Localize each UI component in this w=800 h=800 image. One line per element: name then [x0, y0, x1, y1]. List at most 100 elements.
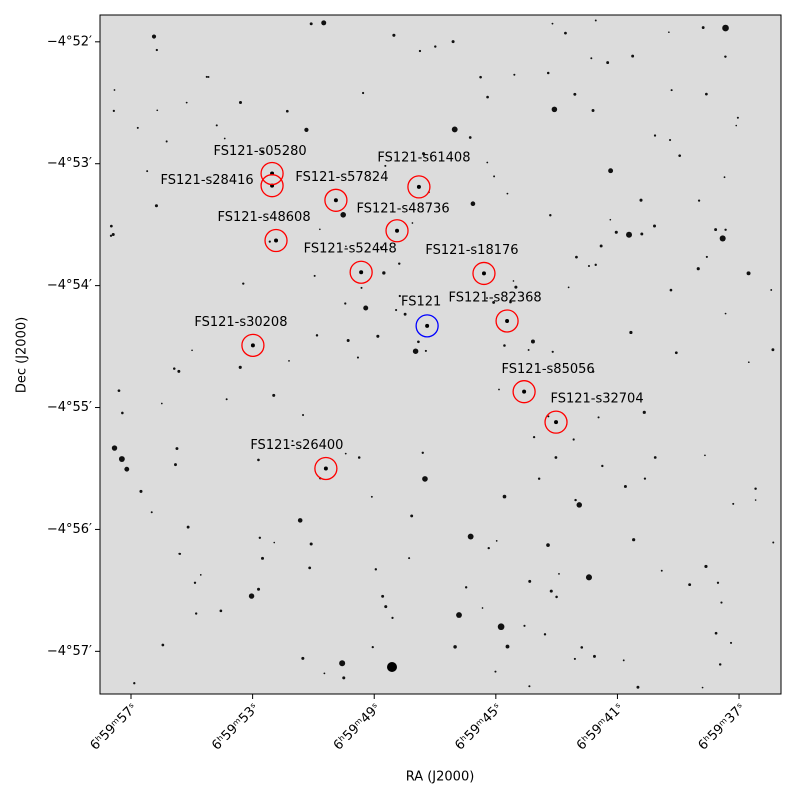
y-tick-label: −4°53′	[47, 156, 92, 171]
x-axis-label: RA (J2000)	[406, 770, 475, 785]
y-tick-label: −4°57′	[47, 644, 92, 659]
star	[456, 612, 462, 618]
star	[346, 339, 350, 342]
star	[464, 586, 468, 589]
star	[696, 267, 700, 271]
star	[716, 581, 720, 584]
sky-image	[100, 15, 781, 694]
star	[345, 245, 347, 248]
source-label: FS121-s05280	[214, 144, 307, 159]
star	[376, 334, 380, 338]
source-label: FS121-s52448	[304, 242, 397, 257]
x-tick-label: 6ʰ59ᵐ57ˢ	[88, 701, 141, 754]
x-tick-label: 6ʰ59ᵐ41ˢ	[574, 701, 627, 754]
star	[191, 349, 193, 352]
star	[424, 349, 427, 352]
star	[225, 398, 228, 401]
star	[121, 411, 124, 415]
star	[199, 574, 202, 576]
star	[382, 271, 386, 275]
star	[139, 489, 143, 493]
source-label: FS121-s57824	[295, 170, 388, 185]
star	[175, 447, 179, 451]
source-marker	[260, 161, 284, 186]
source-label: FS121-s30208	[194, 315, 287, 330]
star	[418, 49, 422, 53]
star	[629, 330, 633, 335]
star	[503, 344, 506, 347]
star	[451, 40, 455, 44]
star	[321, 20, 327, 26]
star	[481, 271, 486, 276]
star	[714, 228, 718, 232]
star	[653, 134, 657, 137]
star	[323, 672, 326, 675]
star-field	[109, 19, 775, 689]
source-marker	[512, 380, 536, 404]
x-tick-label: 6ʰ59ᵐ37ˢ	[696, 701, 749, 754]
star	[585, 574, 593, 581]
star	[580, 646, 584, 649]
star	[587, 264, 591, 268]
y-axis-label: Dec (J2000)	[15, 317, 30, 393]
star	[261, 556, 264, 560]
star	[151, 34, 157, 39]
star	[599, 244, 603, 248]
star	[185, 101, 188, 104]
star	[422, 152, 426, 156]
star	[257, 458, 260, 462]
star	[632, 538, 636, 542]
x-tick-label: 6ʰ59ᵐ45ˢ	[452, 701, 505, 754]
star	[527, 349, 530, 351]
star	[754, 487, 757, 490]
star	[642, 410, 646, 414]
star	[319, 228, 321, 231]
star	[653, 224, 657, 228]
star	[174, 463, 177, 467]
source-marker	[349, 260, 373, 284]
star	[453, 645, 457, 649]
star	[770, 289, 773, 291]
y-tick-label: −4°55′	[47, 400, 92, 415]
star	[558, 573, 560, 575]
star	[506, 192, 509, 195]
star	[285, 109, 289, 113]
star	[492, 300, 496, 304]
star	[156, 109, 159, 112]
star	[242, 282, 245, 285]
star	[572, 438, 575, 441]
star	[398, 262, 401, 265]
star	[591, 109, 595, 112]
star	[384, 164, 387, 167]
star	[273, 541, 276, 544]
star	[719, 235, 726, 242]
star	[505, 318, 510, 323]
star	[133, 682, 136, 685]
star	[371, 645, 374, 649]
source-marker	[241, 333, 265, 358]
star	[302, 414, 305, 417]
star	[606, 61, 610, 64]
star	[594, 19, 597, 22]
star	[551, 22, 554, 25]
source-marker	[324, 188, 348, 212]
star	[291, 440, 294, 442]
source-label: FS121-s82368	[449, 290, 542, 305]
source-label: FS121-s61408	[377, 150, 470, 165]
star	[590, 57, 593, 60]
star	[668, 138, 672, 142]
star	[297, 518, 303, 523]
star	[724, 312, 727, 315]
star	[522, 389, 527, 394]
star	[301, 656, 305, 660]
star	[718, 663, 722, 666]
star	[528, 685, 531, 688]
star	[257, 587, 261, 591]
star	[678, 154, 682, 158]
star	[274, 238, 279, 243]
star	[591, 370, 595, 373]
star	[747, 361, 750, 364]
star	[194, 612, 198, 615]
star	[704, 564, 708, 569]
star	[381, 594, 385, 598]
